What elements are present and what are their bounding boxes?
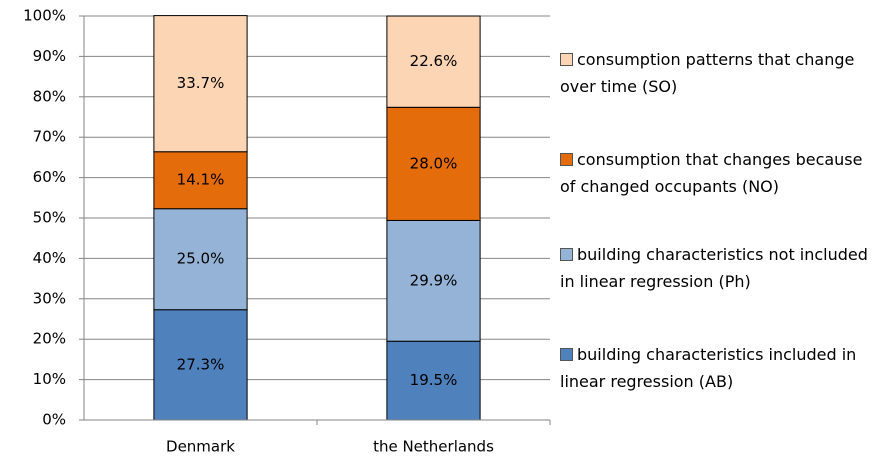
y-tick-label: 0%	[42, 411, 66, 429]
y-tick-label: 70%	[33, 128, 66, 146]
bar-segment	[386, 15, 481, 108]
legend-swatch	[560, 348, 573, 361]
data-label: 27.3%	[177, 355, 225, 373]
data-label: 22.6%	[410, 52, 458, 70]
bar-segment	[153, 151, 248, 210]
legend-item: consumption patterns that change over ti…	[560, 46, 870, 100]
legend-label: building characteristics included in lin…	[560, 345, 857, 391]
y-tick-label: 90%	[33, 47, 66, 65]
legend-swatch	[560, 53, 573, 66]
legend-swatch	[560, 248, 573, 261]
bar-segment	[153, 309, 248, 421]
bar-segment	[386, 219, 481, 342]
legend-swatch	[560, 153, 573, 166]
bar-segment	[153, 15, 248, 153]
legend-item: building characteristics included in lin…	[560, 341, 870, 395]
x-tick-label: Denmark	[166, 438, 235, 456]
legend-item: building characteristics not included in…	[560, 241, 870, 295]
data-label: 19.5%	[410, 371, 458, 389]
bar-segment	[153, 208, 248, 311]
data-label: 25.0%	[177, 250, 225, 268]
y-tick-label: 100%	[23, 7, 66, 25]
bar-segment	[386, 106, 481, 221]
x-tick-label: the Netherlands	[373, 438, 494, 456]
legend-label: consumption patterns that change over ti…	[560, 50, 855, 96]
data-label: 14.1%	[177, 171, 225, 189]
y-tick-label: 30%	[33, 289, 66, 307]
legend-label: building characteristics not included in…	[560, 245, 868, 291]
data-label: 28.0%	[410, 154, 458, 172]
y-tick-label: 10%	[33, 370, 66, 388]
data-label: 33.7%	[177, 74, 225, 92]
data-label: 29.9%	[410, 271, 458, 289]
y-tick-label: 80%	[33, 87, 66, 105]
y-tick-label: 20%	[33, 330, 66, 348]
legend-label: consumption that changes because of chan…	[560, 150, 863, 196]
y-tick-label: 60%	[33, 168, 66, 186]
legend-item: consumption that changes because of chan…	[560, 146, 870, 200]
y-tick-label: 50%	[33, 209, 66, 227]
y-tick-label: 40%	[33, 249, 66, 267]
